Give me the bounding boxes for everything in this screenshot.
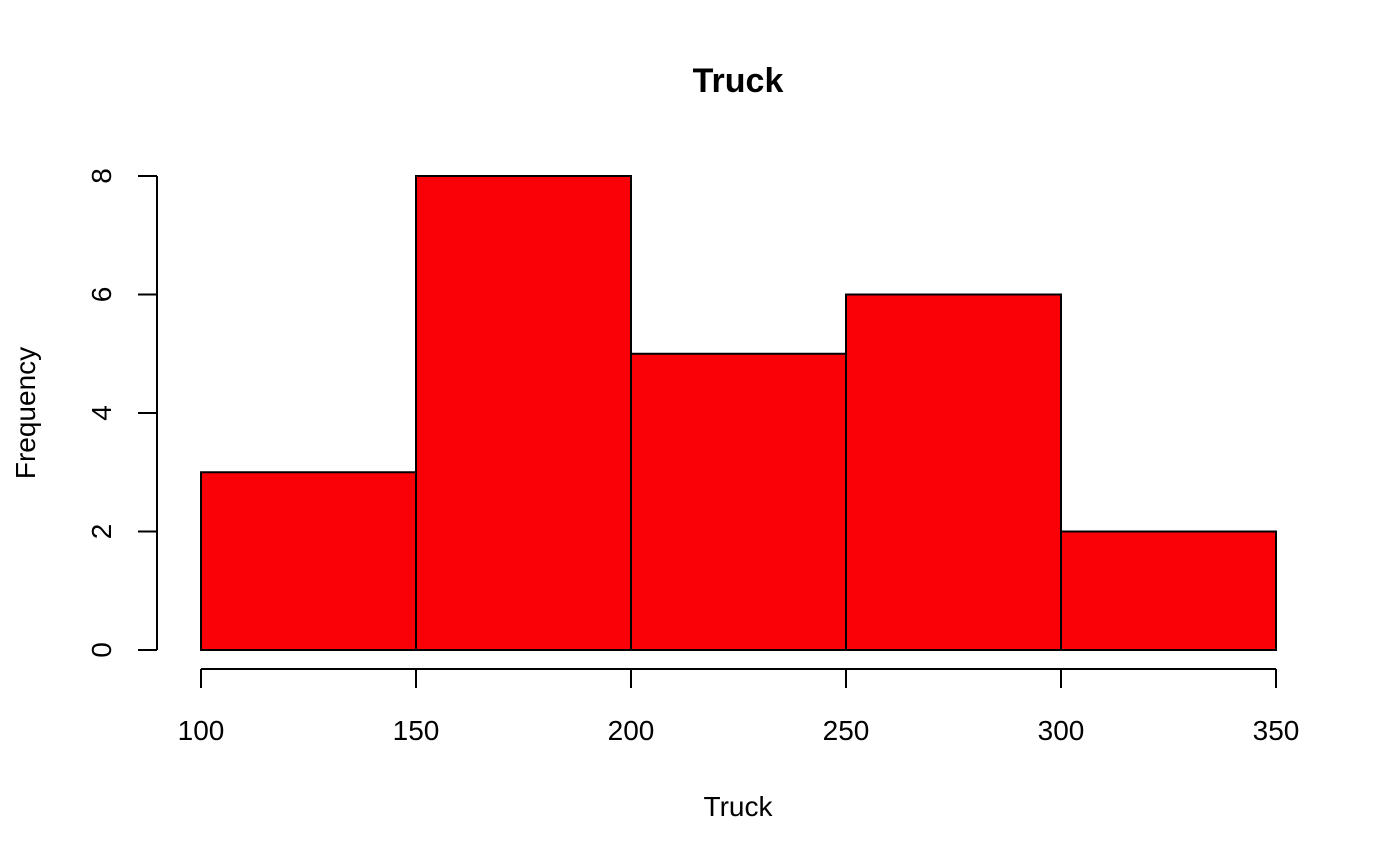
bars-layer <box>200 175 1277 651</box>
histogram-bar-150-200 <box>415 175 632 651</box>
histogram-bar-250-300 <box>845 293 1062 651</box>
x-tick-label-100: 100 <box>178 715 225 746</box>
x-axis: 100 150 200 250 300 350 <box>178 668 1300 746</box>
chart-title: Truck <box>693 62 784 100</box>
y-axis: 0 2 4 6 8 <box>86 168 158 658</box>
y-axis-label: Frequency <box>10 347 41 479</box>
x-tick-label-250: 250 <box>823 715 870 746</box>
x-axis-label: Truck <box>704 791 774 822</box>
histogram-bar-100-150 <box>200 471 417 651</box>
y-tick-label-0: 0 <box>86 642 117 658</box>
x-tick-label-300: 300 <box>1038 715 1085 746</box>
x-tick-label-200: 200 <box>608 715 655 746</box>
histogram-bar-200-250 <box>630 352 847 651</box>
y-tick-label-2: 2 <box>86 524 117 540</box>
x-tick-label-350: 350 <box>1253 715 1300 746</box>
y-tick-label-6: 6 <box>86 287 117 303</box>
x-tick-label-150: 150 <box>393 715 440 746</box>
y-tick-label-4: 4 <box>86 405 117 421</box>
y-tick-label-8: 8 <box>86 168 117 184</box>
histogram-bar-300-350 <box>1060 530 1277 651</box>
